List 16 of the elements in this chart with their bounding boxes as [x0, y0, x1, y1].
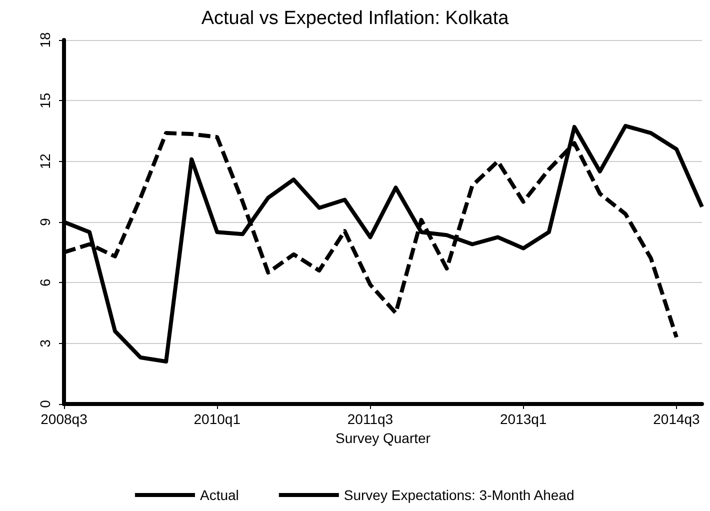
y-tick-label: 15: [37, 92, 53, 108]
x-axis-title: Survey Quarter: [336, 430, 431, 446]
y-tick-label: 0: [37, 400, 53, 408]
x-tick-label: 2010q1: [194, 411, 241, 427]
y-tick-label: 18: [37, 32, 53, 48]
x-tick-label: 2013q1: [500, 411, 547, 427]
y-tick-label: 6: [37, 278, 53, 287]
chart-title: Actual vs Expected Inflation: Kolkata: [201, 8, 510, 29]
y-tick-label: 9: [37, 218, 53, 226]
x-tick-label: 2011q3: [347, 411, 394, 427]
x-tick-label: 2008q3: [40, 411, 88, 427]
x-tick-label: 2014q3: [653, 411, 700, 427]
legend-label: Survey Expectations: 3-Month Ahead: [344, 487, 574, 503]
legend-label: Actual: [200, 487, 239, 503]
y-tick-label: 3: [37, 339, 53, 348]
y-tick-label: 12: [37, 153, 53, 170]
